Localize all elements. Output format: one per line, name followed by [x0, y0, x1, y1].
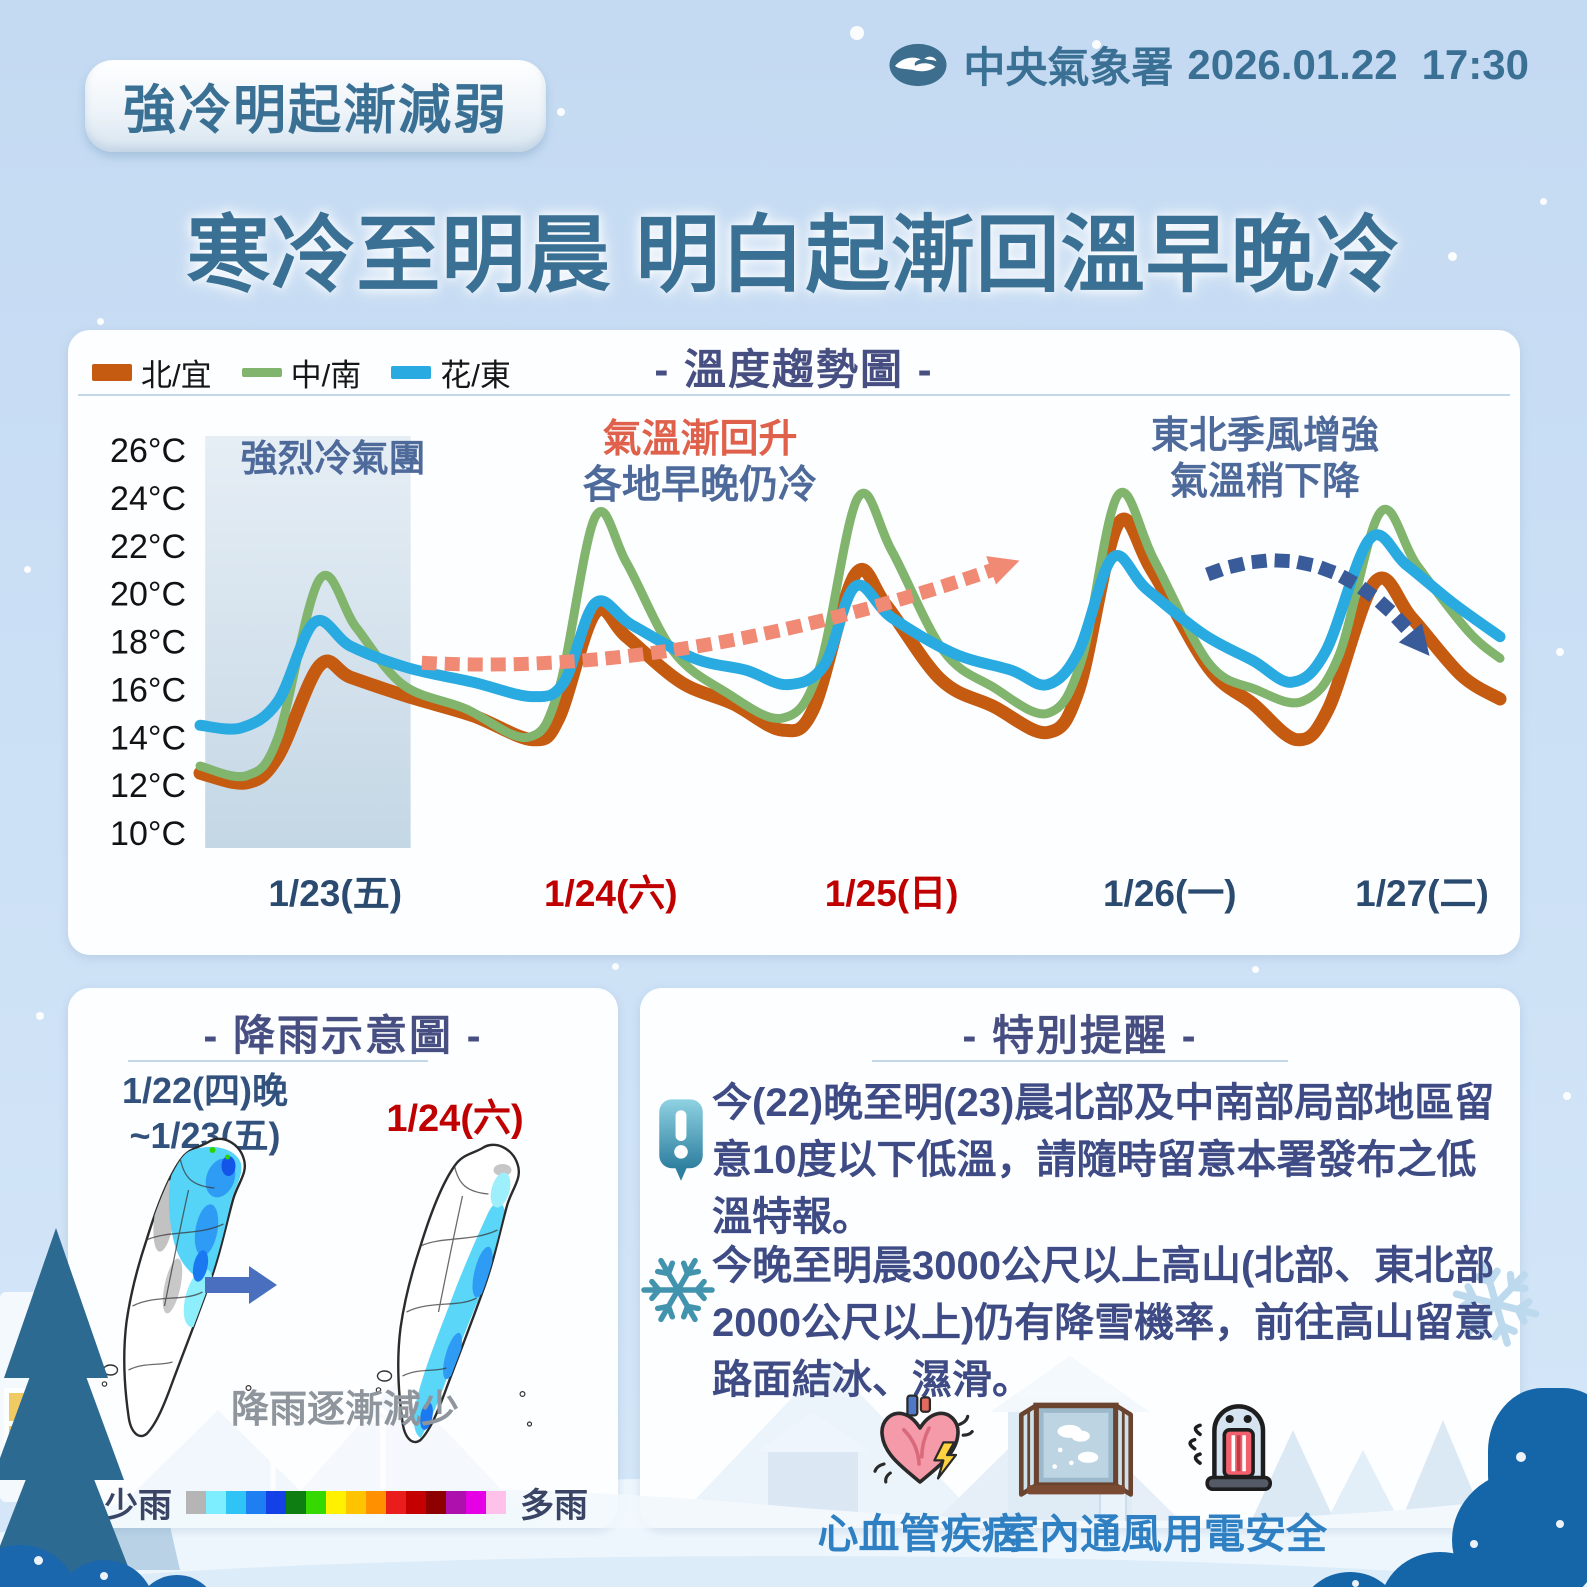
- legend-label-east: 花/東: [440, 358, 511, 393]
- temperature-series-line-2: [194, 529, 1506, 735]
- snow-dot: [1252, 966, 1259, 973]
- chart-title-rule: [78, 394, 1510, 396]
- agency-name: 中央氣象署: [963, 44, 1174, 91]
- taiwan-map-before: [101, 1137, 259, 1438]
- rain-scale-swatch: [266, 1491, 286, 1514]
- temperature-series-line-1: [195, 488, 1505, 782]
- rain-scale-swatch: [366, 1491, 386, 1514]
- rain-scale-min-label: 少雨: [104, 1487, 172, 1525]
- snow-dot: [612, 963, 619, 970]
- snow-dot: [24, 566, 31, 573]
- window-icon: [1018, 1402, 1134, 1497]
- rain-scale-swatch: [326, 1491, 346, 1514]
- annotation-warming-2: 各地早晚仍冷: [582, 464, 817, 507]
- header-badge: 強冷明起漸減弱: [85, 60, 546, 152]
- x-axis-label: 1/27(二): [1355, 873, 1489, 914]
- rain-scale-swatch: [486, 1491, 506, 1514]
- arrow-right-icon: [205, 1266, 277, 1304]
- legend-chip-central-south: [241, 368, 282, 377]
- rain-scale-bar: [186, 1491, 506, 1514]
- legend-chip-north: [92, 364, 132, 381]
- rain-scale-swatch: [406, 1491, 426, 1514]
- heater-icon: [1188, 1404, 1272, 1491]
- y-axis-tick: 16°C: [110, 671, 186, 709]
- alert-text-snow: 今晚至明晨3000公尺以上高山(北部、東北部2000公尺以上)仍有降雪機率，前往…: [712, 1244, 1495, 1402]
- alert-title: - 特別提醒 -: [962, 1012, 1198, 1059]
- brand-bar: 中央氣象署 2026.01.22 17:30: [887, 34, 1529, 95]
- rain-scale-swatch: [186, 1491, 206, 1514]
- alert-title-rule: [872, 1060, 1288, 1062]
- x-axis-label: 1/23(五): [268, 873, 402, 914]
- rain-scale-swatch: [246, 1491, 266, 1514]
- y-axis-tick: 20°C: [110, 576, 186, 614]
- care-label-electrical-safety: 用電安全: [1163, 1511, 1327, 1557]
- snow-dot: [1556, 648, 1564, 656]
- cooling-trend-arrow-head: [1398, 623, 1430, 656]
- issue-time: 17:30: [1421, 40, 1529, 88]
- legend-label-north: 北/宜: [141, 358, 212, 393]
- chart-legend: 北/宜 中/南 花/東: [92, 350, 511, 395]
- rain-scale-swatch: [466, 1491, 486, 1514]
- rain-scale-swatch: [446, 1491, 466, 1514]
- rain-scale-swatch: [286, 1491, 306, 1514]
- snowflake-icon: [641, 1257, 715, 1323]
- x-axis-label: 1/25(日): [825, 873, 959, 914]
- snow-dot: [1448, 252, 1457, 261]
- y-axis-tick: 18°C: [110, 624, 186, 662]
- annotation-monsoon-2: 氣溫稍下降: [1169, 461, 1360, 503]
- x-axis-label: 1/26(一): [1103, 873, 1237, 914]
- rain-scale-max-label: 多雨: [520, 1487, 588, 1525]
- rain-scale-swatch: [306, 1491, 326, 1514]
- legend-item-east: 花/東: [391, 350, 511, 395]
- rain-note: 降雨逐漸減少: [230, 1389, 459, 1431]
- legend-label-central-south: 中/南: [290, 358, 362, 393]
- annotation-cold-airmass: 強烈冷氣團: [240, 438, 426, 479]
- temperature-series-line-0: [193, 512, 1507, 790]
- house-window: [4, 1388, 66, 1460]
- rain-scale-swatch: [386, 1491, 406, 1514]
- y-axis-tick: 22°C: [110, 528, 186, 566]
- rain-scale: 少雨 多雨: [104, 1478, 588, 1527]
- snow-dot: [1540, 198, 1547, 205]
- snow-dot: [1563, 1092, 1571, 1100]
- warming-trend-arrow-head: [986, 556, 1020, 585]
- rain-scale-swatch: [426, 1491, 446, 1514]
- snow-dot: [1092, 40, 1101, 49]
- issue-date: 2026.01.22: [1187, 40, 1398, 88]
- heart-icon: [873, 1394, 974, 1484]
- rain-title: - 降雨示意圖 -: [203, 1012, 483, 1059]
- rain-scale-swatch: [226, 1491, 246, 1514]
- page-title: 寒冷至明晨 明白起漸回溫早晚冷: [186, 208, 1401, 302]
- x-axis-label: 1/24(六): [544, 873, 678, 914]
- legend-item-north: 北/宜: [92, 350, 212, 395]
- temperature-chart-svg: 26°C 24°C 22°C 20°C 18°C 16°C 14°C 12°C 10°C 1/23…: [110, 432, 1507, 914]
- y-axis-tick: 14°C: [110, 719, 186, 757]
- warming-trend-arrow: [421, 560, 1002, 672]
- rain-title-rule: [128, 1060, 428, 1062]
- rain-scale-swatch: [346, 1491, 366, 1514]
- cooling-trend-arrow: [1205, 553, 1422, 645]
- cwa-logo-icon: [889, 43, 947, 86]
- annotation-monsoon-1: 東北季風增強: [1150, 415, 1379, 457]
- rain-scale-swatch: [206, 1491, 226, 1514]
- y-axis-tick: 26°C: [110, 432, 186, 470]
- y-axis-tick: 24°C: [110, 480, 186, 518]
- exclamation-icon: [659, 1099, 703, 1181]
- rain-map-before-label: 1/22(四)晚 ~1/23(五): [121, 1070, 289, 1156]
- snow-dot: [850, 26, 864, 40]
- y-axis-tick: 10°C: [110, 815, 186, 853]
- legend-item-central-south: 中/南: [241, 350, 362, 395]
- snow-dot: [97, 318, 104, 325]
- annotation-warming-1: 氣溫漸回升: [602, 418, 798, 461]
- alert-text-low-temp: 今(22)晚至明(23)晨北部及中南部局部地區留意10度以下低溫，請隨時留意本署…: [712, 1081, 1495, 1239]
- y-axis-tick: 12°C: [110, 767, 186, 805]
- rain-map-after-label: 1/24(六): [386, 1098, 524, 1140]
- snow-dot: [557, 108, 565, 116]
- snow-dot: [36, 1012, 44, 1020]
- chart-title: - 溫度趨勢圖 -: [654, 346, 934, 393]
- legend-chip-east: [391, 366, 432, 379]
